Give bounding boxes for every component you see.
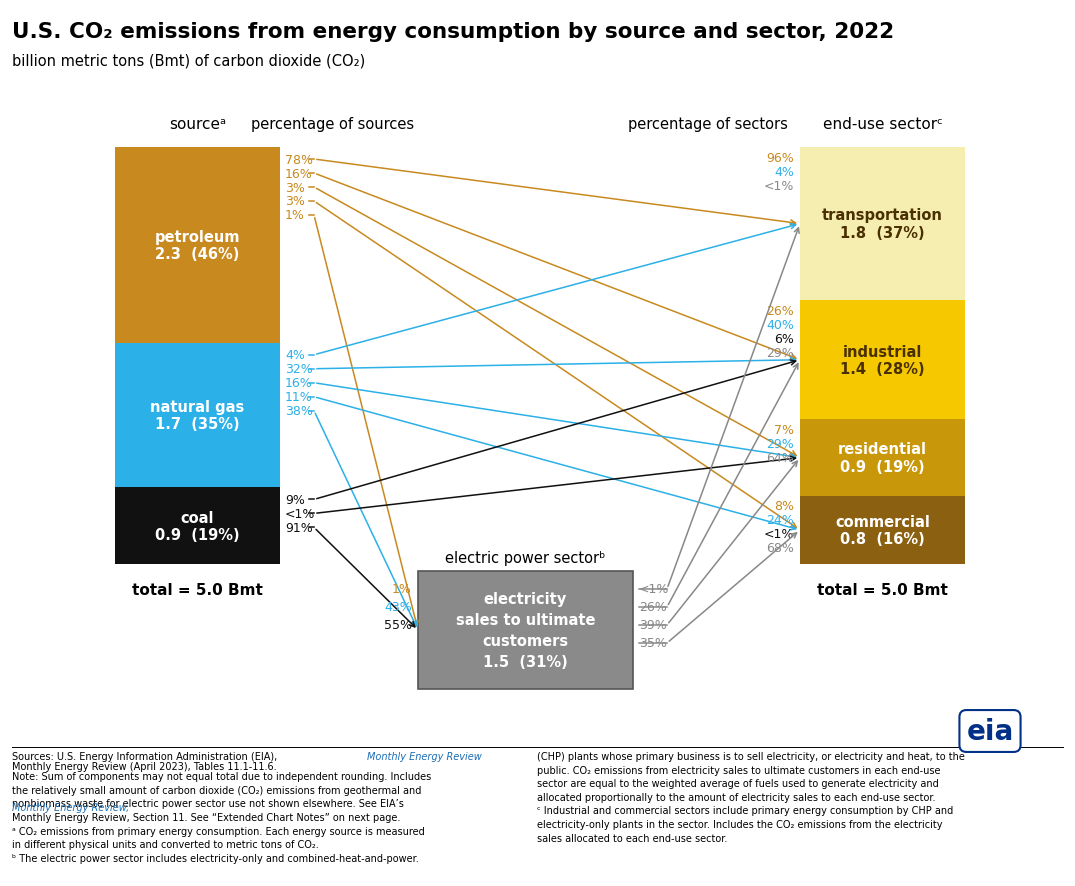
Text: eia: eia bbox=[966, 717, 1014, 745]
Text: electric power sectorᵇ: electric power sectorᵇ bbox=[445, 550, 605, 565]
Text: percentage of sources: percentage of sources bbox=[250, 117, 414, 132]
Text: 9%: 9% bbox=[285, 494, 305, 506]
Text: total = 5.0 Bmt: total = 5.0 Bmt bbox=[817, 582, 948, 597]
Bar bbox=[800, 301, 965, 420]
Bar bbox=[800, 496, 965, 564]
Text: 68%: 68% bbox=[766, 542, 794, 555]
Text: 26%: 26% bbox=[766, 304, 794, 317]
Text: 16%: 16% bbox=[285, 167, 313, 180]
Text: 6%: 6% bbox=[774, 332, 794, 346]
Text: 24%: 24% bbox=[766, 514, 794, 527]
Text: 43%: 43% bbox=[384, 601, 412, 614]
Text: 7%: 7% bbox=[774, 424, 794, 436]
Bar bbox=[115, 344, 280, 488]
Text: 91%: 91% bbox=[285, 521, 313, 534]
Text: end-use sectorᶜ: end-use sectorᶜ bbox=[822, 117, 943, 132]
Text: <1%: <1% bbox=[639, 583, 670, 595]
Text: Note: Sum of components may not equal total due to independent rounding. Include: Note: Sum of components may not equal to… bbox=[12, 772, 431, 863]
Text: natural gas
1.7  (35%): natural gas 1.7 (35%) bbox=[151, 400, 245, 431]
Text: U.S. CO₂ emissions from energy consumption by source and sector, 2022: U.S. CO₂ emissions from energy consumpti… bbox=[12, 22, 894, 42]
Text: total = 5.0 Bmt: total = 5.0 Bmt bbox=[132, 582, 263, 597]
Text: 40%: 40% bbox=[766, 318, 794, 331]
Text: 32%: 32% bbox=[285, 363, 313, 376]
Text: 64%: 64% bbox=[766, 451, 794, 464]
Text: 3%: 3% bbox=[285, 182, 305, 194]
Text: 29%: 29% bbox=[766, 346, 794, 360]
Bar bbox=[800, 148, 965, 301]
Text: 55%: 55% bbox=[384, 618, 412, 632]
Text: 8%: 8% bbox=[774, 500, 794, 513]
Text: transportation
1.8  (37%): transportation 1.8 (37%) bbox=[822, 208, 943, 240]
Text: <1%: <1% bbox=[285, 508, 315, 520]
Text: 1%: 1% bbox=[285, 209, 305, 222]
Text: residential
0.9  (19%): residential 0.9 (19%) bbox=[838, 442, 927, 474]
Text: 3%: 3% bbox=[285, 195, 305, 208]
Text: industrial
1.4  (28%): industrial 1.4 (28%) bbox=[841, 344, 924, 377]
Text: 11%: 11% bbox=[285, 391, 313, 404]
Text: percentage of sectors: percentage of sectors bbox=[628, 117, 788, 132]
Bar bbox=[115, 148, 280, 344]
Text: Monthly Energy Review (April 2023), Tables 11.1-11.6.: Monthly Energy Review (April 2023), Tabl… bbox=[12, 761, 276, 772]
Text: commercial
0.8  (16%): commercial 0.8 (16%) bbox=[835, 514, 930, 547]
Text: 38%: 38% bbox=[285, 405, 313, 418]
Bar bbox=[115, 488, 280, 564]
Text: sourceᵃ: sourceᵃ bbox=[169, 117, 226, 132]
Text: 26%: 26% bbox=[639, 601, 666, 614]
Text: 1%: 1% bbox=[392, 583, 412, 595]
Text: billion metric tons (Bmt) of carbon dioxide (CO₂): billion metric tons (Bmt) of carbon diox… bbox=[12, 54, 366, 69]
Text: <1%: <1% bbox=[763, 179, 794, 192]
Text: electricity
sales to ultimate
customers
1.5  (31%): electricity sales to ultimate customers … bbox=[456, 591, 596, 669]
Text: 39%: 39% bbox=[639, 618, 666, 632]
Text: coal
0.9  (19%): coal 0.9 (19%) bbox=[155, 510, 240, 542]
Bar bbox=[800, 420, 965, 496]
Text: (CHP) plants whose primary business is to sell electricity, or electricity and h: (CHP) plants whose primary business is t… bbox=[538, 751, 965, 843]
Text: 4%: 4% bbox=[285, 349, 305, 361]
Text: petroleum
2.3  (46%): petroleum 2.3 (46%) bbox=[155, 229, 240, 261]
Text: <1%: <1% bbox=[763, 528, 794, 540]
Text: 96%: 96% bbox=[766, 152, 794, 164]
Text: 78%: 78% bbox=[285, 153, 313, 167]
Text: Monthly Energy Review: Monthly Energy Review bbox=[367, 751, 482, 761]
Bar bbox=[418, 571, 633, 689]
Text: 16%: 16% bbox=[285, 377, 313, 390]
Text: 4%: 4% bbox=[774, 166, 794, 178]
Text: Monthly Energy Review,: Monthly Energy Review, bbox=[12, 802, 129, 812]
Text: 35%: 35% bbox=[639, 637, 666, 649]
Text: Sources: U.S. Energy Information Administration (EIA),: Sources: U.S. Energy Information Adminis… bbox=[12, 751, 281, 761]
Text: 29%: 29% bbox=[766, 438, 794, 450]
